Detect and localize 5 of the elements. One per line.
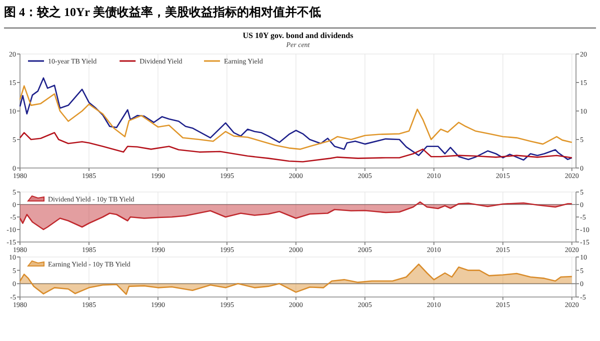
- line-series: [19, 77, 573, 161]
- chart-title: 图 4：较之 10Yr 美债收益率，美股收益指标的相对值并不低: [4, 5, 321, 19]
- line-series: [19, 132, 573, 162]
- line-series: [19, 85, 573, 150]
- chart-subtitle: US 10Y gov. bond and dividends: [242, 31, 354, 40]
